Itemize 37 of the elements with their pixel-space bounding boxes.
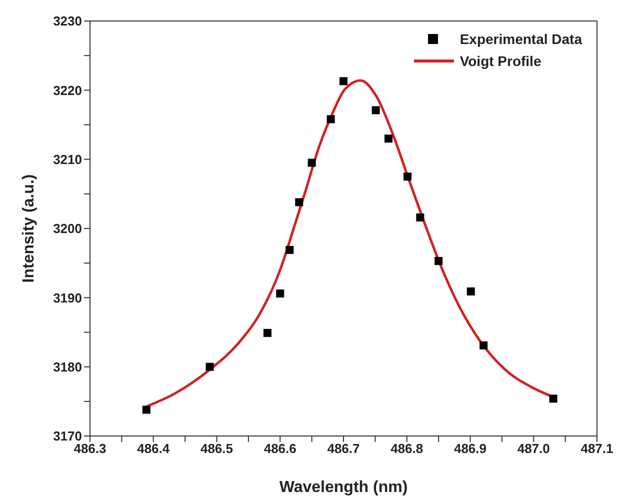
y-tick-label: 3170 xyxy=(53,428,82,444)
y-tick-label: 3190 xyxy=(53,290,82,306)
point xyxy=(326,115,335,124)
point xyxy=(416,213,424,222)
point xyxy=(434,257,443,266)
x-tick-label: 487.0 xyxy=(517,441,550,456)
x-tick-label: 486.4 xyxy=(137,441,170,456)
point xyxy=(286,246,294,254)
x-tick-label: 486.8 xyxy=(390,441,424,456)
point xyxy=(404,172,412,181)
x-tick-label: 486.9 xyxy=(454,441,487,456)
point xyxy=(308,158,316,167)
y-tick-label: 3180 xyxy=(53,359,82,374)
x-tick-label: 486.3 xyxy=(74,441,106,456)
x-tick-label: 487.1 xyxy=(580,441,614,456)
point xyxy=(466,287,475,296)
y-tick-label: 3230 xyxy=(53,14,82,29)
y-tick-label: 3220 xyxy=(53,82,82,98)
legend-label: Voigt Profile xyxy=(460,52,542,71)
point xyxy=(480,341,488,350)
point xyxy=(295,198,304,206)
point xyxy=(206,362,214,371)
y-tick-label: 3200 xyxy=(53,221,82,236)
point xyxy=(384,134,392,143)
point xyxy=(372,106,380,114)
point xyxy=(276,290,284,298)
x-axis-title: Wavelength (nm) xyxy=(279,479,408,496)
x-tick-label: 486.7 xyxy=(327,441,360,456)
point xyxy=(263,328,272,337)
x-tick-label: 486.5 xyxy=(200,441,234,456)
y-tick-label: 3210 xyxy=(53,152,82,167)
x-tick-label: 486.6 xyxy=(264,441,296,456)
point xyxy=(142,406,150,414)
point xyxy=(340,77,348,86)
point xyxy=(549,394,558,403)
legend-label: Experimental Data xyxy=(460,30,582,49)
y-axis-title: Intensity (a.u.) xyxy=(20,174,38,283)
